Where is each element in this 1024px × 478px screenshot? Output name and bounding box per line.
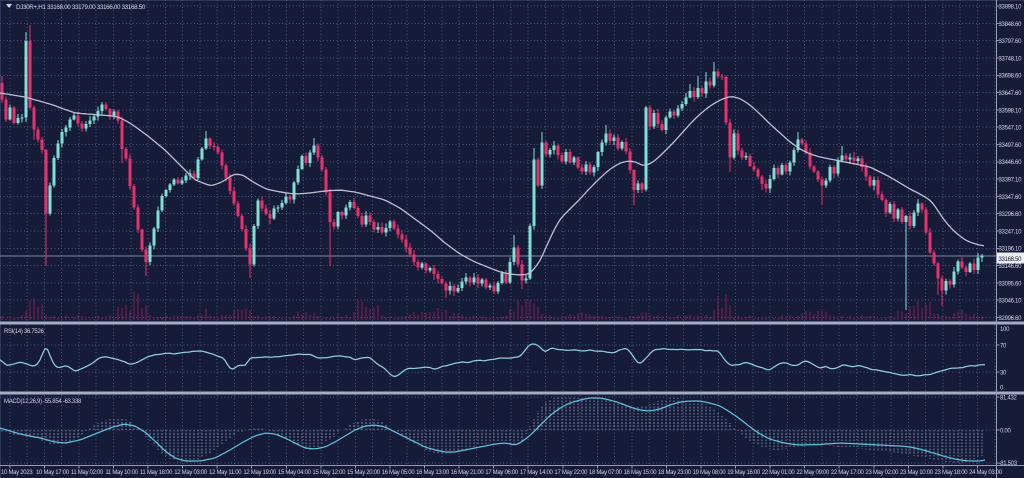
svg-text:18 May 15:00: 18 May 15:00 <box>624 470 658 476</box>
svg-text:12 May 11:00: 12 May 11:00 <box>209 470 242 476</box>
svg-text:22 May 01:00: 22 May 01:00 <box>762 470 796 476</box>
svg-text:16 May 21:00: 16 May 21:00 <box>451 470 485 476</box>
svg-text:33698.60: 33698.60 <box>999 74 1023 80</box>
svg-text:33647.60: 33647.60 <box>999 91 1023 97</box>
svg-text:33247.10: 33247.10 <box>999 229 1023 235</box>
svg-text:11 May 18:00: 11 May 18:00 <box>140 470 173 476</box>
svg-text:33446.60: 33446.60 <box>999 160 1023 166</box>
svg-text:12 May 03:00: 12 May 03:00 <box>174 470 208 476</box>
svg-text:16 May 13:00: 16 May 13:00 <box>416 470 450 476</box>
svg-text:19 May 08:00: 19 May 08:00 <box>693 470 727 476</box>
svg-text:23 May 18:00: 23 May 18:00 <box>935 470 969 476</box>
svg-text:10 May 2023: 10 May 2023 <box>1 470 33 476</box>
svg-text:33598.10: 33598.10 <box>999 108 1023 114</box>
svg-text:0.00: 0.00 <box>1000 429 1011 435</box>
svg-text:17 May 22:00: 17 May 22:00 <box>554 470 588 476</box>
svg-text:22 May 09:00: 22 May 09:00 <box>796 470 830 476</box>
svg-text:18 May 07:00: 18 May 07:00 <box>589 470 623 476</box>
svg-text:33797.60: 33797.60 <box>999 39 1023 45</box>
svg-text:33547.10: 33547.10 <box>999 126 1023 132</box>
svg-text:11 May 02:00: 11 May 02:00 <box>71 470 104 476</box>
svg-text:33095.60: 33095.60 <box>999 281 1023 287</box>
svg-text:81.432: 81.432 <box>1000 396 1018 402</box>
svg-text:17 May 14:00: 17 May 14:00 <box>520 470 554 476</box>
svg-text:33497.60: 33497.60 <box>999 143 1023 149</box>
svg-text:33146.60: 33146.60 <box>999 264 1023 270</box>
svg-text:33898.10: 33898.10 <box>999 5 1023 11</box>
svg-text:16 May 05:00: 16 May 05:00 <box>382 470 416 476</box>
svg-text:33748.10: 33748.10 <box>999 56 1023 62</box>
svg-text:19 May 16:00: 19 May 16:00 <box>727 470 761 476</box>
svg-text:33347.60: 33347.60 <box>999 195 1023 201</box>
svg-text:33168.50: 33168.50 <box>999 257 1023 263</box>
svg-text:RSI(14) 36.7526: RSI(14) 36.7526 <box>4 329 44 335</box>
svg-text:100: 100 <box>1000 327 1010 333</box>
svg-text:33397.10: 33397.10 <box>999 178 1023 184</box>
svg-text:18 May 23:00: 18 May 23:00 <box>658 470 692 476</box>
svg-text:15 May 20:00: 15 May 20:00 <box>347 470 381 476</box>
svg-text:70: 70 <box>1000 344 1007 350</box>
svg-text:33196.10: 33196.10 <box>999 247 1023 253</box>
svg-text:23 May 02:00: 23 May 02:00 <box>865 470 899 476</box>
svg-text:32996.60: 32996.60 <box>999 316 1023 322</box>
svg-text:33046.10: 33046.10 <box>999 299 1023 305</box>
svg-text:12 May 19:00: 12 May 19:00 <box>243 470 277 476</box>
svg-text:23 May 10:00: 23 May 10:00 <box>900 470 934 476</box>
svg-text:17 May 06:00: 17 May 06:00 <box>485 470 519 476</box>
svg-text:MACD(12,26,9) -55.854 -63.338: MACD(12,26,9) -55.854 -63.338 <box>4 399 82 405</box>
svg-text:24 May 03:00: 24 May 03:00 <box>969 470 1003 476</box>
svg-text:15 May 12:00: 15 May 12:00 <box>312 470 346 476</box>
svg-text:0: 0 <box>1000 386 1004 392</box>
svg-text:-81.503: -81.503 <box>999 461 1018 467</box>
svg-text:11 May 10:00: 11 May 10:00 <box>105 470 138 476</box>
svg-text:30: 30 <box>1000 371 1007 377</box>
svg-text:15 May 04:00: 15 May 04:00 <box>278 470 312 476</box>
svg-text:22 May 17:00: 22 May 17:00 <box>831 470 865 476</box>
svg-text:DJ30R+,H1 33168.00 33179.00 3: DJ30R+,H1 33168.00 33179.00 33166.00 331… <box>16 4 146 11</box>
svg-text:33848.60: 33848.60 <box>999 22 1023 28</box>
svg-text:10 May 17:00: 10 May 17:00 <box>36 470 70 476</box>
svg-text:33296.60: 33296.60 <box>999 212 1023 218</box>
